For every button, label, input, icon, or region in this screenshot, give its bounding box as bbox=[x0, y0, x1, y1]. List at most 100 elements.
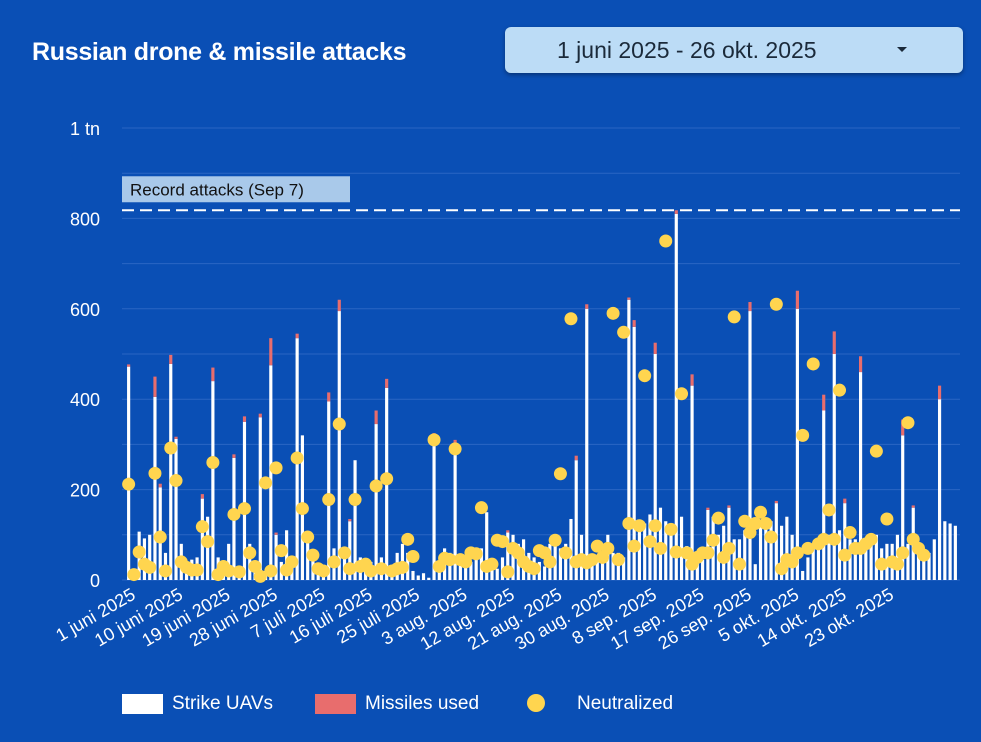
neutralized-point bbox=[643, 535, 657, 549]
neutralized-point bbox=[553, 467, 567, 481]
uav-bar bbox=[337, 311, 341, 580]
neutralized-point bbox=[248, 559, 262, 573]
uav-bar bbox=[595, 561, 599, 580]
uav-bar bbox=[753, 564, 757, 580]
neutralized-point bbox=[806, 357, 820, 371]
uav-bar bbox=[448, 552, 452, 580]
neutralized-point bbox=[301, 530, 315, 544]
neutralized-point bbox=[669, 545, 683, 559]
uav-bar bbox=[769, 521, 773, 580]
uav-bar bbox=[411, 570, 415, 580]
neutralized-point bbox=[917, 548, 931, 562]
chart-title: Russian drone & missile attacks bbox=[32, 38, 407, 66]
uav-bar bbox=[558, 548, 563, 580]
uav-bar bbox=[353, 460, 357, 580]
legend-swatch-uav bbox=[122, 694, 163, 714]
neutralized-point bbox=[601, 541, 615, 555]
neutralized-point bbox=[474, 501, 488, 515]
missile-bar bbox=[690, 374, 694, 386]
neutralized-point bbox=[295, 502, 309, 516]
missile-bar bbox=[127, 364, 131, 367]
uav-bar bbox=[843, 503, 847, 580]
neutralized-point bbox=[195, 520, 209, 534]
uav-bar bbox=[616, 552, 620, 580]
neutralized-point bbox=[501, 565, 515, 579]
missile-bar bbox=[269, 338, 273, 366]
neutralized-point bbox=[316, 564, 330, 578]
uav-bar bbox=[416, 575, 420, 580]
uav-bar bbox=[832, 354, 836, 580]
uav-bar bbox=[269, 365, 273, 580]
uav-bar bbox=[848, 539, 852, 580]
missile-bar bbox=[585, 304, 589, 309]
neutralized-point bbox=[469, 547, 483, 561]
uav-bar bbox=[285, 530, 289, 580]
uav-bar bbox=[732, 539, 736, 580]
missile-bar bbox=[200, 494, 204, 499]
neutralized-point bbox=[322, 493, 336, 507]
record-annotation: Record attacks (Sep 7) bbox=[122, 176, 960, 212]
uav-bar bbox=[906, 543, 910, 580]
neutralized-point bbox=[253, 569, 267, 583]
neutralized-point bbox=[485, 557, 499, 571]
uav-bar bbox=[816, 543, 821, 580]
neutralized-point bbox=[395, 560, 409, 574]
missile-bar bbox=[174, 436, 178, 439]
legend-dot-neutralized bbox=[527, 694, 545, 712]
uav-bar bbox=[653, 354, 657, 580]
neutralized-point bbox=[585, 553, 599, 567]
uav-bar bbox=[901, 435, 905, 580]
uav-bar bbox=[853, 539, 857, 580]
uav-bar bbox=[743, 530, 747, 580]
y-tick-label: 0 bbox=[90, 571, 100, 591]
uav-bar bbox=[811, 548, 815, 580]
uav-bar bbox=[627, 299, 631, 580]
neutralized-point bbox=[664, 522, 678, 536]
uav-bar bbox=[227, 543, 231, 580]
neutralized-point bbox=[738, 514, 752, 528]
missile-bar bbox=[748, 302, 752, 312]
neutralized-point bbox=[237, 502, 251, 516]
neutralized-point bbox=[896, 546, 910, 560]
neutralized-point bbox=[132, 545, 146, 559]
neutralized-point bbox=[754, 505, 768, 519]
uav-bar bbox=[206, 516, 210, 580]
neutralized-point bbox=[722, 541, 736, 555]
uav-bar bbox=[953, 525, 957, 580]
uav-bar bbox=[464, 557, 468, 580]
neutralized-point bbox=[374, 562, 388, 576]
neutralized-point bbox=[543, 555, 557, 569]
missile-bar bbox=[158, 483, 162, 488]
uav-bar bbox=[469, 561, 473, 580]
caret-down-icon[interactable] bbox=[897, 47, 907, 52]
neutralized-point bbox=[833, 383, 847, 397]
neutralized-point bbox=[680, 546, 694, 560]
missile-bar bbox=[232, 454, 236, 458]
neutralized-points bbox=[122, 234, 931, 583]
date-range-picker[interactable]: 1 juni 2025 - 26 okt. 2025 bbox=[505, 27, 963, 73]
missile-bar bbox=[727, 505, 731, 508]
uav-bar bbox=[637, 521, 641, 580]
missile-bar bbox=[348, 518, 352, 522]
missile-bar bbox=[911, 505, 915, 508]
neutralized-point bbox=[369, 479, 383, 493]
neutralized-point bbox=[659, 234, 673, 248]
uav-bar bbox=[274, 534, 278, 580]
legend-label: Missiles used bbox=[365, 693, 480, 714]
uav-bar bbox=[574, 460, 578, 580]
missile-bar bbox=[242, 416, 247, 422]
missile-bar bbox=[937, 385, 942, 400]
legend-swatch-missile bbox=[315, 694, 356, 714]
neutralized-point bbox=[206, 455, 220, 469]
neutralized-point bbox=[653, 541, 667, 555]
neutralized-point bbox=[406, 549, 420, 563]
neutralized-point bbox=[864, 532, 878, 546]
missile-bar bbox=[901, 419, 905, 436]
neutralized-point bbox=[427, 433, 441, 447]
missile-bar bbox=[211, 367, 215, 382]
neutralized-point bbox=[327, 555, 341, 569]
neutralized-point bbox=[648, 519, 662, 533]
neutralized-point bbox=[901, 416, 915, 430]
neutralized-point bbox=[748, 517, 762, 530]
